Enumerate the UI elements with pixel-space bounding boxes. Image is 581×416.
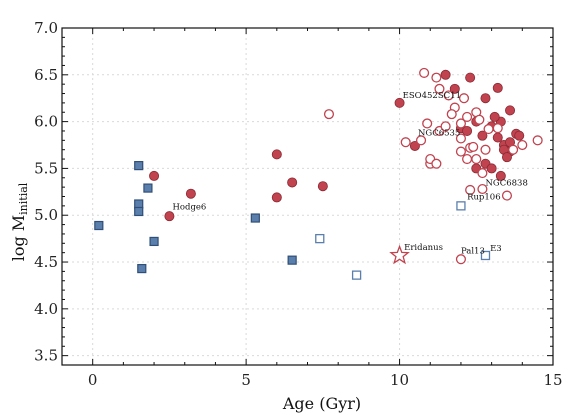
data-point-filled-circle xyxy=(486,163,497,174)
point-annotation: E3 xyxy=(490,244,502,254)
point-annotation: Rup106 xyxy=(467,192,501,202)
y-axis-title: log Minitial xyxy=(9,182,30,261)
data-point-open-circle xyxy=(480,144,491,155)
data-point-filled-circle xyxy=(514,130,525,141)
data-point-open-circle xyxy=(508,144,519,155)
data-point-filled-square xyxy=(94,220,104,231)
data-point-filled-circle xyxy=(449,83,460,94)
x-tick-label: 0 xyxy=(88,371,98,389)
data-point-filled-circle xyxy=(501,152,512,163)
data-point-open-circle xyxy=(455,254,466,265)
y-tick-label: 5.5 xyxy=(34,159,58,177)
x-axis-title: Age (Gyr) xyxy=(282,394,361,413)
data-point-filled-circle xyxy=(492,82,503,93)
data-point-open-circle xyxy=(443,90,454,101)
y-tick-label: 3.5 xyxy=(34,347,58,365)
data-point-filled-square xyxy=(137,263,147,274)
data-point-filled-square xyxy=(134,161,144,171)
x-tick-label: 15 xyxy=(543,371,562,389)
x-tick-label: 10 xyxy=(390,371,409,389)
data-point-open-circle xyxy=(474,114,485,125)
data-point-open-circle xyxy=(431,72,442,83)
y-tick-label: 4.0 xyxy=(34,300,58,318)
data-point-open-circle xyxy=(419,67,430,78)
y-tick-label: 6.5 xyxy=(34,66,58,84)
x-tick-label: 5 xyxy=(241,371,251,389)
data-point-open-circle xyxy=(477,168,488,179)
data-point-filled-circle xyxy=(505,105,516,116)
data-point-open-circle xyxy=(458,93,470,104)
data-point-open-circle xyxy=(483,124,494,135)
y-tick-label: 4.5 xyxy=(34,253,58,271)
y-axis-title-main: log M xyxy=(9,215,28,261)
data-point-open-circle xyxy=(477,183,488,195)
point-annotations: Hodge6 ESO452SC11 NGC6535 NGC6838 Rup106 Erid… xyxy=(172,91,527,256)
data-point-filled-circle xyxy=(492,132,503,143)
data-point-open-circle xyxy=(471,154,482,165)
data-point-filled-square xyxy=(287,255,297,265)
data-point-filled-circle xyxy=(462,125,473,136)
data-point-star xyxy=(389,244,410,265)
data-point-filled-circle xyxy=(495,170,506,181)
data-point-filled-circle xyxy=(409,140,420,151)
data-point-filled-circle xyxy=(480,93,491,104)
data-point-open-circle xyxy=(455,118,466,129)
data-point-filled-circle xyxy=(440,69,451,80)
data-point-open-square xyxy=(456,201,466,211)
data-point-filled-circle xyxy=(287,177,298,188)
data-point-filled-circle xyxy=(465,72,476,83)
data-point-filled-square xyxy=(149,236,159,247)
data-point-filled-square xyxy=(134,206,144,217)
data-point-open-circle xyxy=(462,111,473,122)
data-point-open-circle xyxy=(455,133,466,144)
point-annotation: Eridanus xyxy=(404,243,443,253)
data-point-open-circle xyxy=(532,135,543,146)
data-point-open-circle xyxy=(323,109,335,120)
data-point-open-circle xyxy=(431,158,442,169)
data-point-open-circle xyxy=(501,190,513,201)
data-point-open-circle xyxy=(400,137,411,148)
data-point-filled-circle xyxy=(317,181,328,192)
data-point-filled-square xyxy=(134,199,144,209)
data-point-open-circle xyxy=(455,146,466,157)
data-point-filled-circle xyxy=(164,211,175,222)
data-point-open-circle xyxy=(434,83,445,94)
y-tick-label: 5.0 xyxy=(34,206,58,224)
data-point-open-circle xyxy=(468,141,479,152)
data-point-filled-square xyxy=(250,213,260,223)
data-points xyxy=(94,67,543,280)
data-point-open-circle xyxy=(492,123,503,134)
y-tick-label: 7.0 xyxy=(34,19,58,37)
data-point-filled-circle xyxy=(477,130,488,141)
data-point-open-circle xyxy=(517,139,528,151)
y-axis-ticks: 3.5 4.0 4.5 5.0 5.5 6.0 6.5 7.0 xyxy=(34,19,553,365)
point-annotation: Pal13 xyxy=(461,247,485,257)
data-point-filled-circle xyxy=(489,111,500,122)
point-annotation: NGC6535 xyxy=(418,129,460,139)
data-point-open-circle xyxy=(465,184,476,195)
plot-frame xyxy=(61,27,554,366)
data-point-filled-circle xyxy=(271,149,282,160)
y-axis-title-subscript: initial xyxy=(17,182,30,215)
point-annotation: ESO452SC11 xyxy=(403,91,461,101)
x-axis-ticks: 0 5 10 15 xyxy=(61,28,563,389)
data-point-open-square xyxy=(351,270,362,280)
point-annotation: Hodge6 xyxy=(172,203,206,213)
data-point-filled-circle xyxy=(149,170,160,181)
data-point-filled-square xyxy=(143,183,153,193)
point-annotation: NGC6838 xyxy=(485,178,527,188)
data-point-open-circle xyxy=(462,154,473,165)
data-point-filled-circle xyxy=(185,188,196,199)
data-point-open-circle xyxy=(422,118,433,129)
data-point-open-square xyxy=(480,250,491,261)
data-point-open-circle xyxy=(415,135,427,146)
data-point-open-square xyxy=(315,233,325,244)
data-point-open-circle xyxy=(446,109,457,120)
data-point-open-circle xyxy=(440,121,451,132)
data-point-filled-circle xyxy=(394,97,405,108)
data-point-filled-circle xyxy=(271,192,282,203)
y-tick-label: 6.0 xyxy=(34,113,58,131)
